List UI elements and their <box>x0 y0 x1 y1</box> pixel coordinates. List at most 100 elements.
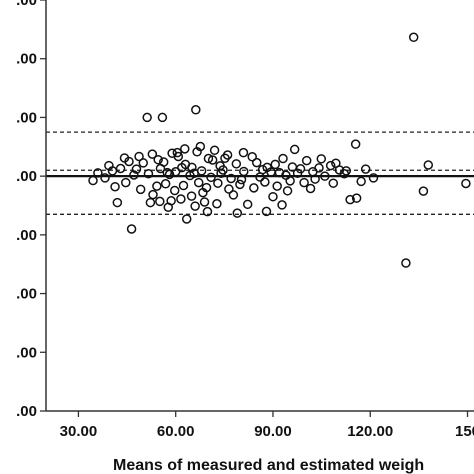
x-tick-label: 150 <box>455 423 474 440</box>
data-point <box>189 168 199 178</box>
data-point <box>242 199 253 210</box>
data-point <box>157 112 168 123</box>
y-tick-label: .00 <box>16 286 37 303</box>
data-point <box>228 190 239 200</box>
data-point <box>351 193 362 203</box>
data-point <box>170 166 181 177</box>
data-point <box>93 168 103 178</box>
data-point <box>213 178 223 188</box>
data-point <box>226 173 236 184</box>
data-point <box>277 200 287 210</box>
data-point <box>206 172 216 183</box>
data-point <box>153 154 163 165</box>
data-point <box>147 149 158 159</box>
data-point <box>181 214 192 224</box>
data-point <box>418 186 429 196</box>
data-point <box>212 198 222 209</box>
data-point <box>191 105 201 115</box>
data-point <box>356 176 366 187</box>
data-point <box>261 206 272 217</box>
data-point <box>129 170 139 180</box>
data-point <box>121 177 131 188</box>
y-tick-label: .00 <box>16 109 37 126</box>
data-point <box>299 177 309 188</box>
data-point <box>224 184 234 194</box>
data-point <box>252 157 262 168</box>
data-point <box>247 152 257 162</box>
data-point <box>199 197 210 207</box>
data-point <box>350 139 361 149</box>
data-point <box>138 158 149 168</box>
data-point <box>292 168 303 178</box>
data-point <box>236 174 247 185</box>
data-point <box>115 163 126 174</box>
data-point <box>461 178 471 189</box>
data-point <box>180 144 190 154</box>
y-axis-ticks: .00 .00 .00 .00 .00 .00 .00 .00 <box>16 0 46 420</box>
y-tick-label: .00 <box>16 0 37 9</box>
data-point <box>134 151 144 162</box>
data-point <box>268 191 278 202</box>
data-point <box>201 182 212 193</box>
x-axis-label: Means of measured and estimated weigh <box>113 457 424 474</box>
data-point <box>305 183 316 194</box>
data-point <box>270 159 280 170</box>
data-point <box>176 194 186 204</box>
data-point <box>408 32 419 43</box>
data-point <box>186 191 197 201</box>
data-point <box>202 206 213 217</box>
data-point <box>239 166 249 177</box>
data-point <box>131 164 142 174</box>
y-tick-label: .00 <box>16 227 37 244</box>
data-point <box>169 185 180 196</box>
data-point <box>155 196 165 207</box>
data-point <box>145 197 156 208</box>
data-point <box>155 163 166 174</box>
data-point <box>316 154 327 164</box>
data-point <box>209 145 220 156</box>
data-point <box>301 155 312 166</box>
data-point <box>178 180 189 191</box>
data-point <box>401 258 411 268</box>
data-point <box>215 161 225 171</box>
x-tick-label: 60.00 <box>157 423 195 440</box>
data-point <box>328 178 339 188</box>
data-point <box>192 147 202 157</box>
data-point <box>360 164 371 174</box>
data-point <box>260 177 270 187</box>
data-point <box>231 159 242 169</box>
data-point <box>112 197 123 208</box>
data-point <box>278 153 288 164</box>
data-point <box>257 164 268 175</box>
data-point <box>143 169 154 179</box>
data-point <box>235 179 245 190</box>
data-point <box>320 171 330 181</box>
data-point <box>325 160 336 171</box>
data-point <box>126 224 137 234</box>
data-point <box>285 176 295 186</box>
data-point <box>142 112 152 123</box>
data-point <box>100 173 110 183</box>
data-point <box>148 189 158 200</box>
data-point <box>193 177 204 188</box>
data-point <box>119 153 130 163</box>
data-point <box>104 160 114 171</box>
data-point <box>249 183 259 193</box>
x-tick-label: 120.00 <box>347 423 393 440</box>
data-point <box>282 186 293 196</box>
data-point <box>164 169 175 180</box>
data-point <box>207 155 218 165</box>
data-point <box>222 150 233 160</box>
data-point <box>172 147 183 158</box>
data-point <box>272 181 282 191</box>
data-point <box>289 144 300 155</box>
data-point <box>110 181 120 192</box>
x-axis-ticks: 30.00 60.00 90.00 120.00 150 <box>60 411 474 440</box>
data-point <box>167 148 177 158</box>
data-point <box>203 153 214 164</box>
data-point <box>238 147 249 158</box>
data-point <box>281 170 291 181</box>
y-tick-label: .00 <box>16 403 37 420</box>
data-point <box>160 179 171 189</box>
data-point <box>308 166 318 177</box>
